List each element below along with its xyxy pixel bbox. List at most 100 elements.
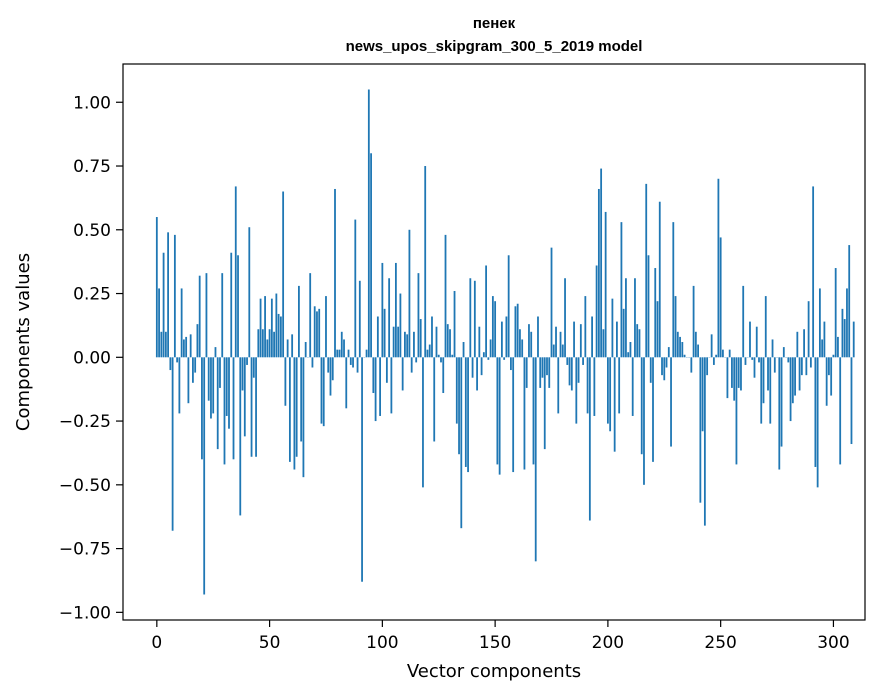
y-tick-label: 0.25 [73, 285, 111, 305]
bar [791, 357, 794, 404]
bar [485, 265, 487, 358]
bar [816, 357, 819, 488]
bar [584, 296, 587, 358]
bar [228, 357, 230, 429]
bar [534, 357, 537, 562]
bar [523, 357, 526, 470]
bar [397, 326, 400, 358]
bar [336, 349, 339, 358]
bar [701, 357, 704, 432]
bar [672, 222, 675, 358]
bar [638, 329, 641, 358]
bar [613, 357, 616, 452]
bar [658, 201, 661, 358]
bar [627, 352, 630, 358]
bar [182, 339, 185, 358]
bar [293, 357, 296, 470]
bar [440, 357, 442, 363]
bar [410, 357, 413, 373]
bar [670, 357, 672, 447]
bar [273, 331, 275, 358]
bar [609, 357, 612, 432]
bar [178, 357, 181, 414]
bar [719, 237, 722, 358]
bar [559, 331, 562, 358]
bar [311, 357, 314, 368]
bar [616, 321, 618, 358]
bar [694, 331, 697, 358]
x-tick-label: 250 [704, 633, 736, 653]
x-tick-label: 300 [817, 633, 849, 653]
bar [286, 339, 289, 358]
bar [203, 357, 206, 595]
bar [302, 357, 305, 478]
bar [539, 357, 542, 388]
bar [735, 357, 738, 465]
bar [419, 319, 422, 358]
bar [356, 357, 359, 373]
bar [158, 288, 160, 358]
bar [697, 344, 699, 358]
bar [164, 331, 167, 358]
bar [458, 357, 460, 455]
bar [625, 278, 627, 358]
bar [570, 357, 573, 391]
bar [604, 211, 607, 358]
bar [557, 357, 560, 414]
bar [381, 262, 384, 358]
bar [173, 234, 176, 358]
bar [782, 347, 785, 358]
bar [252, 357, 255, 378]
bar [789, 357, 792, 422]
bar [469, 278, 472, 358]
y-tick-label: −0.50 [59, 476, 111, 496]
bar [710, 334, 713, 358]
bar [780, 357, 783, 447]
bar [210, 357, 212, 419]
bar [498, 357, 501, 475]
y-axis-ticks: 1.00 0.75 0.50 0.25 0.00 −0.25 −0.50 −0.75 −1.00 [59, 93, 123, 623]
bar [205, 273, 208, 358]
bar [521, 339, 524, 358]
bar [180, 288, 183, 358]
bar [268, 329, 271, 358]
bar [338, 349, 341, 358]
bar [699, 357, 702, 503]
bar [514, 306, 517, 358]
bar [406, 334, 409, 358]
bar [426, 349, 429, 358]
bar [507, 255, 510, 358]
bar [449, 329, 451, 358]
bar [843, 319, 846, 358]
bar [471, 357, 474, 378]
bar [726, 357, 729, 399]
bar [552, 344, 555, 358]
x-tick-label: 0 [151, 633, 162, 653]
bar [349, 357, 352, 365]
bar [250, 357, 253, 457]
bar [516, 303, 519, 358]
bar [703, 357, 706, 526]
bar [848, 245, 851, 358]
bar [602, 329, 605, 358]
bar [334, 188, 336, 358]
bar [171, 357, 174, 531]
bar [733, 357, 736, 401]
bar [446, 324, 449, 358]
bar [372, 357, 375, 394]
bar [491, 296, 494, 358]
bar [681, 342, 684, 358]
bar [390, 357, 393, 414]
bar [636, 324, 639, 358]
bar [618, 357, 621, 414]
bar [284, 357, 287, 406]
bar [318, 308, 321, 358]
bar [620, 222, 623, 358]
bar [316, 311, 318, 358]
bar [690, 357, 693, 373]
bar [155, 217, 158, 358]
bar [266, 339, 269, 358]
bar [388, 278, 391, 358]
bar [555, 326, 557, 358]
